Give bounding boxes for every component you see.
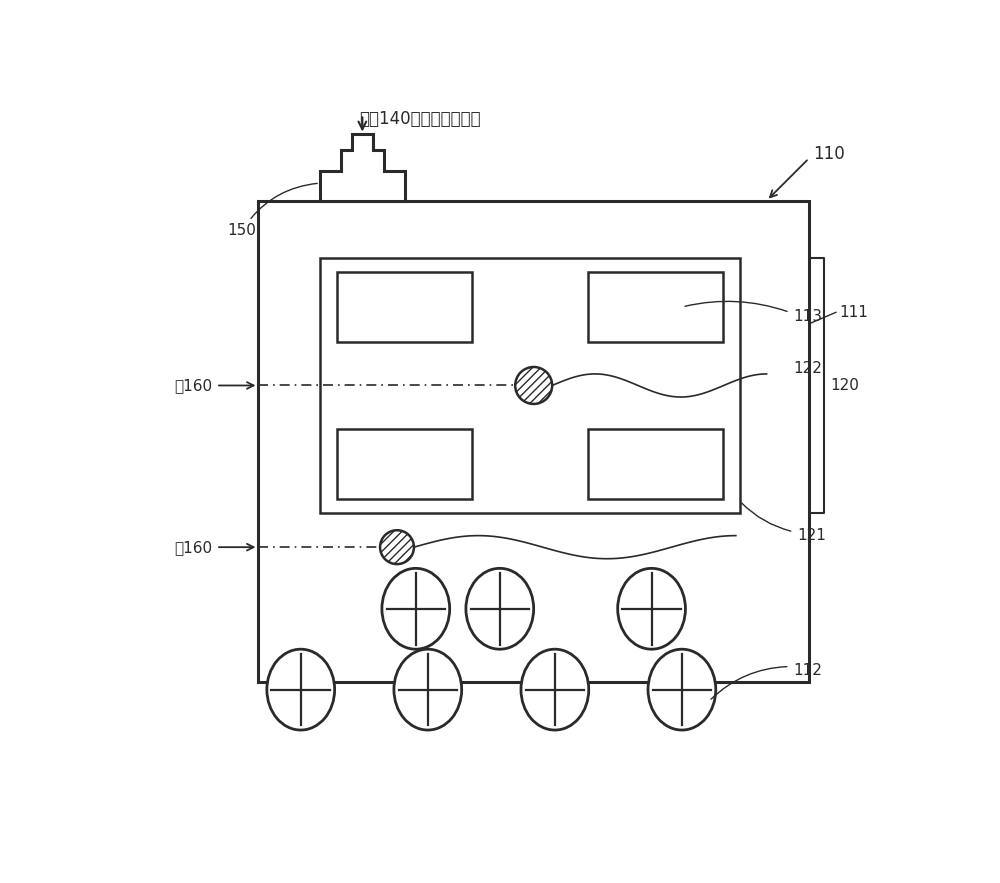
Text: 来自140的经压缩的空气: 来自140的经压缩的空气	[359, 109, 481, 128]
Bar	[258, 200, 809, 682]
Ellipse shape	[515, 367, 552, 404]
Bar	[320, 259, 740, 512]
Text: 121: 121	[797, 528, 826, 543]
Ellipse shape	[521, 649, 589, 730]
Text: 113: 113	[794, 309, 823, 324]
Text: 122: 122	[794, 361, 822, 376]
Bar	[588, 272, 723, 342]
Ellipse shape	[380, 530, 414, 564]
Bar	[337, 272, 472, 342]
Text: 110: 110	[813, 146, 845, 163]
Ellipse shape	[394, 649, 462, 730]
Ellipse shape	[618, 569, 685, 649]
Bar	[337, 429, 472, 499]
Polygon shape	[320, 134, 405, 200]
Text: 至160: 至160	[174, 540, 212, 555]
Ellipse shape	[267, 649, 335, 730]
Text: 111: 111	[840, 305, 869, 320]
Text: 120: 120	[831, 378, 859, 393]
Text: 112: 112	[794, 663, 822, 678]
Text: 150: 150	[228, 184, 317, 238]
Text: 至160: 至160	[174, 378, 212, 393]
Bar	[588, 429, 723, 499]
Ellipse shape	[466, 569, 534, 649]
Ellipse shape	[382, 569, 450, 649]
Ellipse shape	[648, 649, 716, 730]
